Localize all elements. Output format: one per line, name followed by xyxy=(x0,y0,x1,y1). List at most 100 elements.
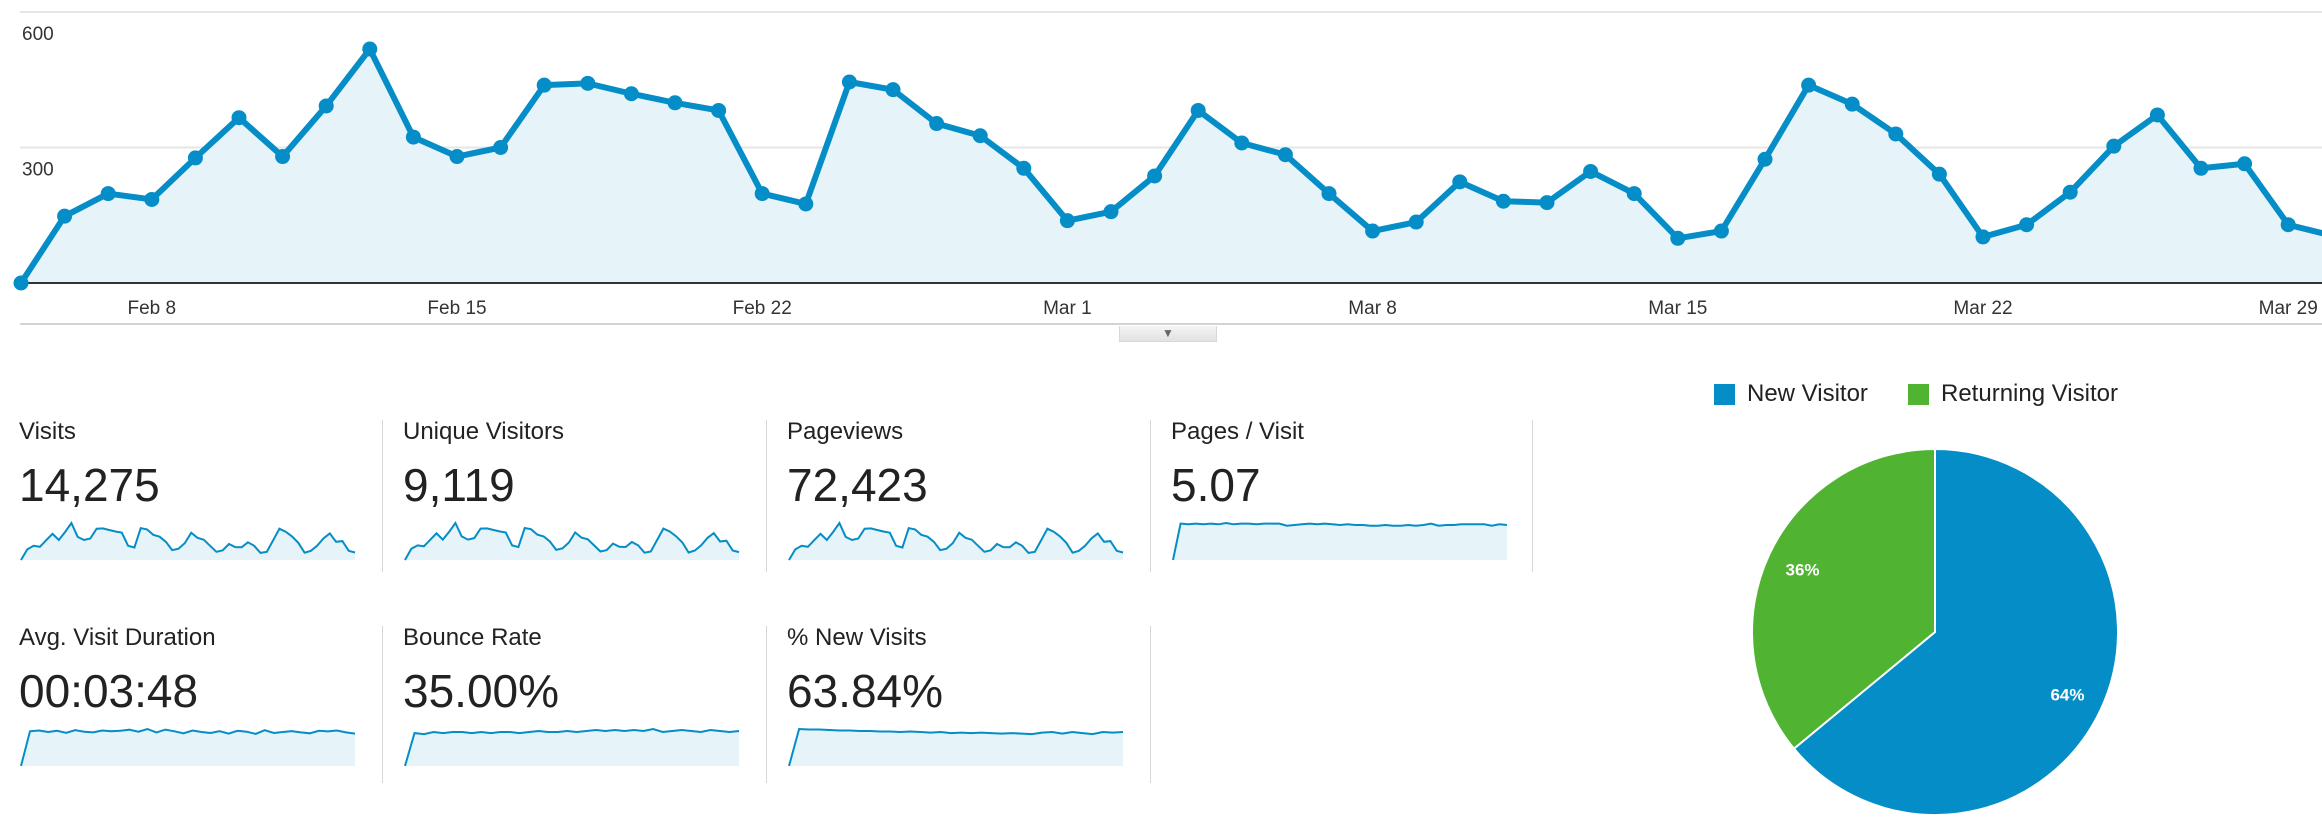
data-point-mar-19[interactable] xyxy=(1844,96,1860,112)
sparkline xyxy=(20,520,356,561)
metric-visits[interactable]: Visits 14,275 xyxy=(19,418,379,562)
data-point-feb-22[interactable] xyxy=(754,186,770,202)
metric-bounce-rate[interactable]: Bounce Rate 35.00% xyxy=(403,624,763,768)
data-point-feb-26[interactable] xyxy=(929,116,945,132)
x-tick-label: Mar 29 xyxy=(2259,298,2318,319)
data-point-mar-14[interactable] xyxy=(1626,186,1642,202)
data-point-feb-10[interactable] xyxy=(231,110,247,126)
sparkline-area xyxy=(789,729,1123,766)
data-point-mar-26[interactable] xyxy=(2149,107,2165,123)
data-point-feb-12[interactable] xyxy=(318,98,334,114)
x-tick-label: Feb 22 xyxy=(733,298,792,319)
data-point-feb-28[interactable] xyxy=(1016,160,1032,176)
data-point-feb-25[interactable] xyxy=(885,82,901,98)
data-point-mar-7[interactable] xyxy=(1321,186,1337,202)
y-tick-label: 300 xyxy=(22,160,54,181)
data-point-mar-17[interactable] xyxy=(1757,151,1773,167)
data-point-mar-20[interactable] xyxy=(1888,126,1904,142)
sparkline-line xyxy=(788,727,1124,767)
data-point-mar-23[interactable] xyxy=(2019,217,2035,233)
data-point-feb-19[interactable] xyxy=(623,86,639,102)
metric-unique-visitors[interactable]: Unique Visitors 9,119 xyxy=(403,418,763,562)
metric-new-visits[interactable]: % New Visits 63.84% xyxy=(787,624,1147,768)
data-point-feb-11[interactable] xyxy=(275,149,291,165)
x-tick-label: Mar 1 xyxy=(1043,298,1092,319)
x-tick-label: Feb 8 xyxy=(128,298,177,319)
data-point-feb-15[interactable] xyxy=(449,149,465,165)
data-point-feb-24[interactable] xyxy=(841,74,857,90)
data-point-feb-6[interactable] xyxy=(57,208,73,224)
pie-slice-returning-visitor[interactable] xyxy=(1751,447,1936,751)
data-point-feb-27[interactable] xyxy=(972,128,988,144)
data-point-mar-16[interactable] xyxy=(1713,223,1729,239)
metric-divider xyxy=(766,420,767,572)
series-line xyxy=(18,46,2322,285)
data-point-mar-5[interactable] xyxy=(1234,135,1250,151)
sparkline-line xyxy=(1172,521,1508,561)
data-point-feb-21[interactable] xyxy=(711,102,727,118)
metric-divider xyxy=(382,626,383,783)
metric-avg-visit-duration[interactable]: Avg. Visit Duration 00:03:48 xyxy=(19,624,379,768)
sparkline-line xyxy=(20,520,356,561)
data-point-feb-9[interactable] xyxy=(187,150,203,166)
data-point-feb-20[interactable] xyxy=(667,95,683,111)
data-point-feb-23[interactable] xyxy=(798,196,814,212)
metric-label: Unique Visitors xyxy=(403,418,564,445)
data-point-feb-17[interactable] xyxy=(536,77,552,93)
data-point-feb-13[interactable] xyxy=(362,41,378,57)
x-tick-label: Mar 15 xyxy=(1648,298,1707,319)
data-point-feb-5[interactable] xyxy=(13,275,29,291)
metric-value: 63.84% xyxy=(787,665,944,717)
pie-slice-new-visitor[interactable] xyxy=(1792,447,2119,816)
metric-value: 00:03:48 xyxy=(19,665,199,717)
data-point-mar-29[interactable] xyxy=(2280,217,2296,233)
triangle-down-icon: ▼ xyxy=(1162,326,1174,340)
metric-label: Visits xyxy=(19,418,76,445)
data-point-mar-27[interactable] xyxy=(2193,160,2209,176)
data-point-mar-24[interactable] xyxy=(2062,184,2078,200)
sparkline xyxy=(788,727,1124,767)
data-point-mar-2[interactable] xyxy=(1103,204,1119,220)
metric-label: Pageviews xyxy=(787,418,904,445)
x-tick-label: Mar 8 xyxy=(1348,298,1397,319)
data-point-mar-21[interactable] xyxy=(1931,166,1947,182)
x-tick-label: Mar 22 xyxy=(1953,298,2012,319)
data-point-feb-14[interactable] xyxy=(405,129,421,145)
data-point-mar-15[interactable] xyxy=(1670,230,1686,246)
metric-value: 9,119 xyxy=(403,459,515,511)
metric-label: % New Visits xyxy=(787,624,927,651)
data-point-mar-25[interactable] xyxy=(2106,138,2122,154)
data-point-mar-8[interactable] xyxy=(1365,223,1381,239)
data-point-mar-28[interactable] xyxy=(2237,156,2253,172)
data-point-feb-8[interactable] xyxy=(144,191,160,207)
data-point-mar-10[interactable] xyxy=(1452,174,1468,190)
sparkline-line xyxy=(404,727,740,767)
metric-value: 72,423 xyxy=(787,459,928,511)
sparkline xyxy=(788,520,1124,561)
metric-divider xyxy=(766,626,767,783)
data-point-mar-18[interactable] xyxy=(1801,77,1817,93)
metric-pageviews[interactable]: Pageviews 72,423 xyxy=(787,418,1147,562)
area-fill xyxy=(21,49,2322,283)
data-point-mar-13[interactable] xyxy=(1583,163,1599,179)
data-point-mar-22[interactable] xyxy=(1975,229,1991,245)
data-point-mar-6[interactable] xyxy=(1277,147,1293,163)
sparkline xyxy=(404,521,740,561)
sparkline xyxy=(404,727,740,767)
data-point-mar-1[interactable] xyxy=(1059,213,1075,229)
data-point-mar-9[interactable] xyxy=(1408,214,1424,230)
chart-collapse-toggle[interactable]: ▼ xyxy=(1119,326,1217,342)
legend-label: New Visitor xyxy=(1747,380,1868,407)
metric-value: 35.00% xyxy=(403,665,560,717)
data-point-feb-7[interactable] xyxy=(100,186,116,202)
data-point-feb-18[interactable] xyxy=(580,75,596,91)
data-point-mar-3[interactable] xyxy=(1147,168,1163,184)
data-point-mar-4[interactable] xyxy=(1190,102,1206,118)
data-point-mar-11[interactable] xyxy=(1495,193,1511,209)
data-point-mar-12[interactable] xyxy=(1539,195,1555,211)
legend-item-returning-visitor: Returning Visitor xyxy=(1908,380,2118,408)
data-point-feb-16[interactable] xyxy=(493,140,509,155)
legend-item-new-visitor: New Visitor xyxy=(1714,380,1868,408)
metric-pages-visit[interactable]: Pages / Visit 5.07 xyxy=(1171,418,1531,562)
metric-divider xyxy=(1150,626,1151,783)
